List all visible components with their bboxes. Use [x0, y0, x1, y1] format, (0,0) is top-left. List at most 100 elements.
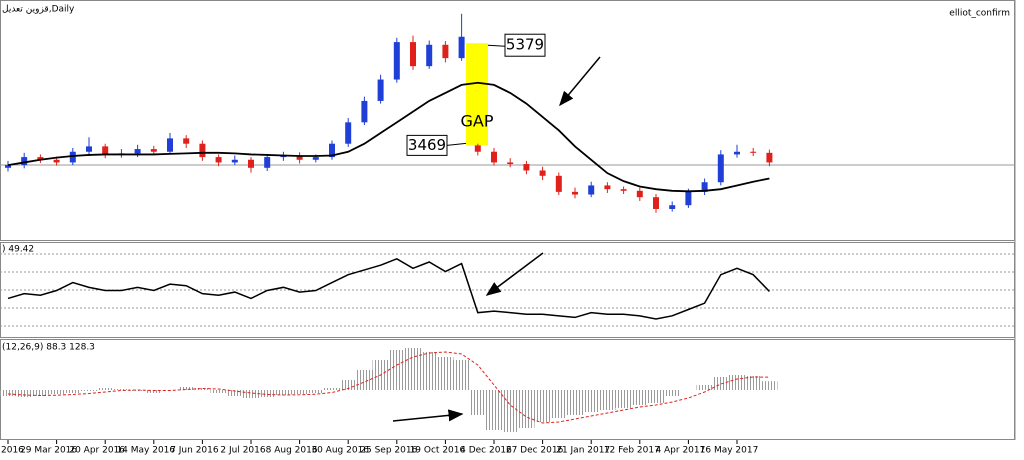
candle-body — [653, 197, 659, 209]
candle-body — [507, 162, 514, 165]
macd-label: (12,26,9) 88.3 128.3 — [2, 343, 95, 353]
macd-bar — [194, 388, 211, 390]
macd-bar — [64, 390, 81, 393]
bottom-price-label: 3469 — [408, 136, 446, 154]
gap-box — [466, 43, 488, 146]
candle-body — [750, 151, 757, 153]
candle-body — [685, 191, 692, 206]
x-tick-label: 25 Sep 2016 — [360, 446, 417, 456]
candle-body — [199, 143, 206, 158]
candle-body — [86, 146, 92, 152]
candle-body — [474, 145, 481, 152]
macd-bar — [502, 390, 519, 432]
macd-bar — [631, 390, 648, 405]
candle-body — [248, 159, 254, 168]
candle-body — [604, 185, 611, 190]
candle-body — [361, 100, 368, 123]
signal-line — [7, 351, 770, 424]
macd-bar — [404, 348, 422, 390]
callout-line — [446, 142, 467, 146]
macd-bar — [307, 390, 324, 393]
x-tick-label: 30 Aug 2016 — [311, 446, 369, 456]
top-price-label: 5379 — [506, 36, 544, 54]
macd-bar — [453, 360, 470, 390]
candle-body — [539, 170, 546, 176]
rsi-line — [7, 258, 770, 320]
candle-body — [442, 44, 449, 59]
macd-bar — [16, 390, 33, 397]
candle-body — [734, 151, 740, 155]
macd-bar — [0, 390, 17, 396]
x-tick-label: 4 Apr 2017 — [655, 446, 705, 456]
candle-body — [134, 149, 141, 154]
macd-bar — [599, 390, 616, 410]
candle-body — [5, 165, 11, 168]
candle-body — [636, 190, 643, 198]
macd-bar — [178, 387, 195, 390]
macd-bar — [275, 390, 292, 395]
x-tick-label: 2 Jul 2016 — [220, 446, 265, 456]
x-tick-label: 8 Aug 2016 — [266, 446, 318, 456]
x-tick-label: 27 Dec 2016 — [506, 446, 564, 456]
gap-label: GAP — [461, 112, 494, 131]
candle-body — [345, 122, 352, 144]
x-tick-label: 20 Apr 2016 — [69, 446, 125, 456]
candle-body — [329, 143, 335, 158]
candle-body — [312, 157, 319, 160]
candle-body — [264, 157, 271, 168]
candle-body — [21, 157, 28, 166]
macd-bar — [242, 390, 260, 398]
candle-body — [231, 159, 238, 163]
candle-body — [458, 36, 465, 59]
macd-bar — [745, 376, 762, 390]
arrows — [392, 56, 601, 422]
macd-bar — [761, 381, 778, 390]
macd-bar — [80, 390, 98, 391]
moving-average — [7, 81, 770, 193]
macd-bar — [534, 390, 551, 422]
x-tick-label: 16 May 2017 — [700, 446, 759, 456]
candle-body — [410, 42, 416, 67]
candle-body — [37, 157, 44, 160]
macd-bar — [388, 350, 405, 390]
candle-body — [426, 44, 433, 67]
macd-bar — [259, 390, 276, 397]
macd-bar — [48, 390, 65, 394]
macd-bar — [550, 390, 567, 418]
macd-bar — [291, 390, 308, 394]
candle-body — [669, 205, 676, 209]
x-tick-label: 19 Oct 2016 — [410, 446, 466, 456]
candle-body — [102, 146, 109, 155]
macd-bar — [583, 390, 600, 412]
candle-body — [491, 151, 497, 163]
candle-body — [701, 182, 708, 192]
candle-body — [588, 185, 595, 195]
candle-body — [572, 191, 578, 195]
candle-body — [215, 157, 222, 163]
candle-body — [150, 149, 157, 152]
candle-body — [555, 175, 562, 192]
x-tick-label: 14 May 2016 — [116, 446, 175, 456]
callout-line — [487, 44, 506, 47]
x-tick-label: 7 Jun 2016 — [170, 446, 219, 456]
macd-bar — [145, 390, 162, 393]
macd-bar — [437, 357, 454, 390]
macd-bar — [615, 390, 632, 408]
macd-bar — [421, 352, 438, 390]
x-tick-label: 29 Mar 2016 — [20, 446, 77, 456]
macd-bar — [469, 390, 486, 415]
macd-bar — [129, 390, 146, 391]
candle-body — [393, 42, 400, 80]
macd-bar — [696, 385, 713, 390]
candle-body — [69, 151, 76, 163]
macd-bar — [566, 390, 584, 415]
candle-body — [620, 189, 627, 191]
macd-bar — [518, 390, 535, 428]
macd-bar — [113, 389, 130, 390]
x-tick-label: 4 Dec 2016 — [460, 446, 512, 456]
indicator-name: elliot_confirm — [949, 9, 1010, 19]
macd-bar — [32, 390, 49, 396]
candle-body — [377, 79, 384, 101]
macd-bar — [97, 388, 114, 390]
